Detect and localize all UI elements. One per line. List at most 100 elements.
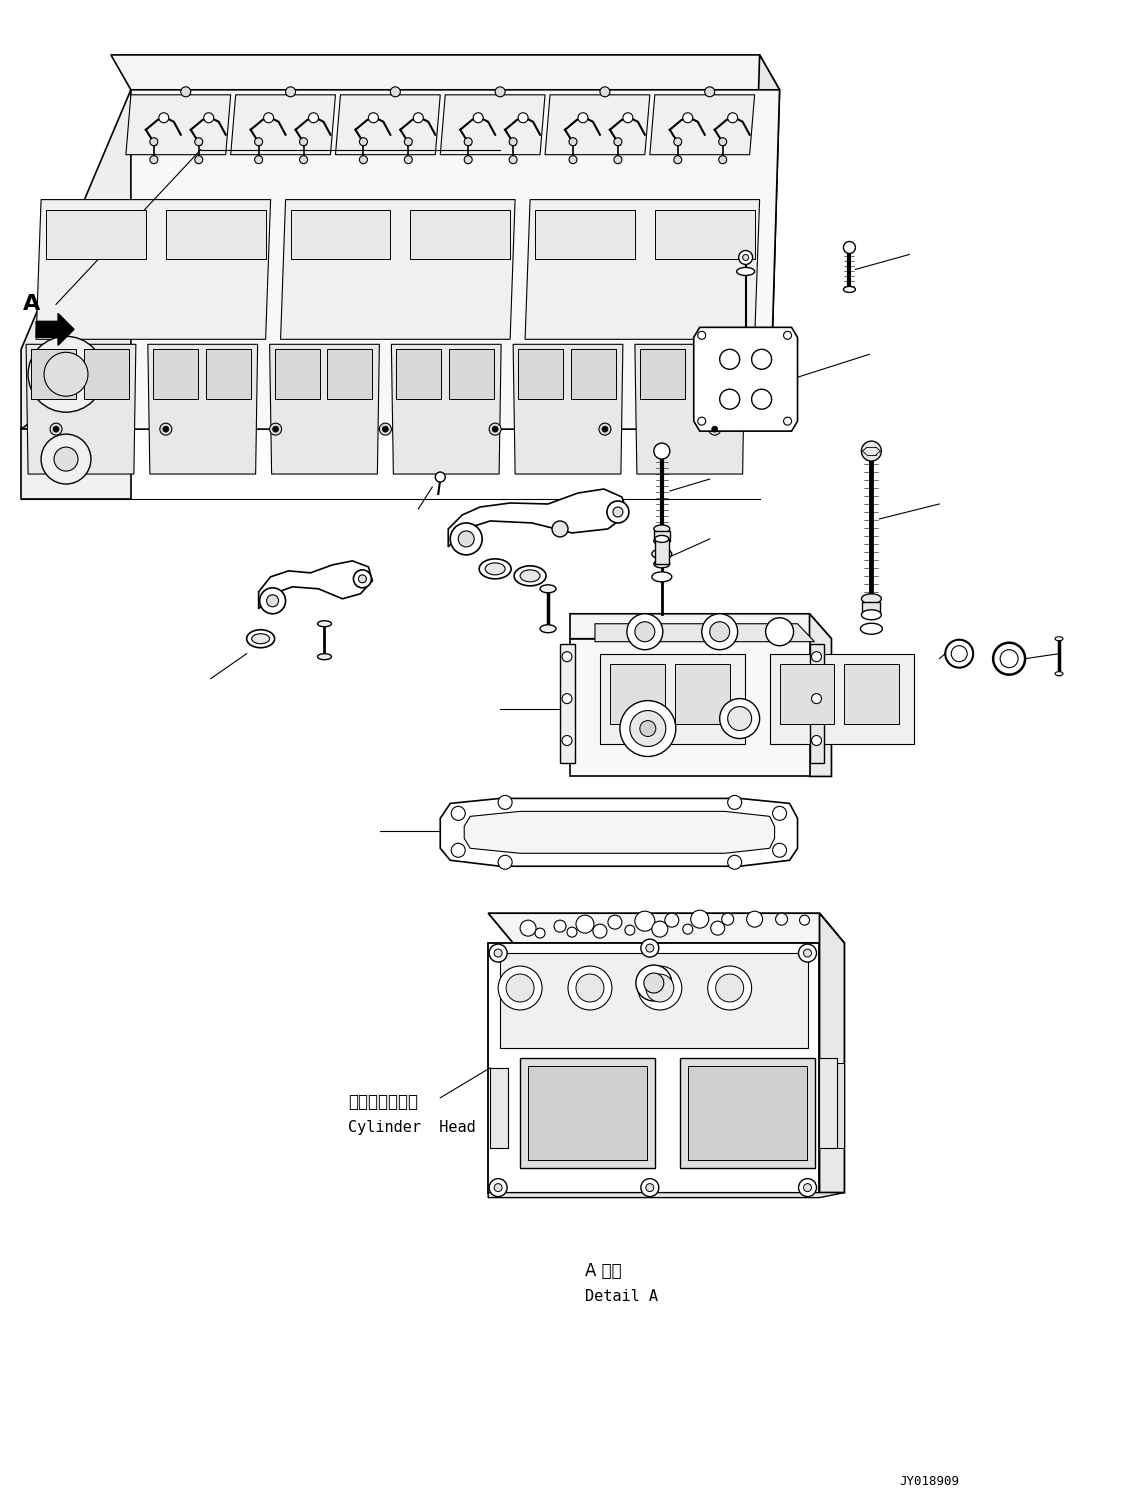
- Circle shape: [300, 155, 308, 164]
- Circle shape: [715, 974, 744, 1002]
- Ellipse shape: [252, 634, 270, 644]
- Circle shape: [270, 423, 281, 435]
- Bar: [535, 210, 634, 259]
- Circle shape: [451, 844, 465, 857]
- Bar: [655, 538, 669, 564]
- Circle shape: [260, 587, 286, 614]
- Text: A 詳細: A 詳細: [585, 1263, 622, 1281]
- Circle shape: [150, 155, 158, 164]
- Circle shape: [702, 614, 738, 650]
- Polygon shape: [31, 349, 76, 400]
- Circle shape: [492, 426, 498, 432]
- Circle shape: [951, 646, 967, 662]
- Circle shape: [625, 924, 634, 935]
- Circle shape: [577, 113, 588, 122]
- Circle shape: [720, 389, 739, 409]
- Circle shape: [159, 423, 172, 435]
- Circle shape: [711, 921, 724, 935]
- Circle shape: [720, 699, 760, 738]
- Circle shape: [608, 915, 622, 929]
- Bar: [779, 663, 835, 723]
- Circle shape: [626, 614, 663, 650]
- Circle shape: [674, 155, 682, 164]
- Circle shape: [798, 944, 817, 962]
- Circle shape: [465, 137, 473, 146]
- Circle shape: [309, 113, 319, 122]
- Circle shape: [204, 113, 214, 122]
- Circle shape: [353, 570, 371, 587]
- Polygon shape: [441, 95, 546, 155]
- Circle shape: [41, 434, 91, 485]
- Circle shape: [576, 974, 604, 1002]
- Circle shape: [600, 86, 609, 97]
- Circle shape: [728, 707, 752, 731]
- Polygon shape: [525, 200, 760, 340]
- Circle shape: [360, 155, 368, 164]
- Polygon shape: [749, 55, 779, 429]
- Circle shape: [509, 137, 517, 146]
- Polygon shape: [22, 429, 131, 499]
- Circle shape: [623, 113, 633, 122]
- Bar: [770, 653, 915, 744]
- Circle shape: [255, 137, 263, 146]
- Polygon shape: [36, 200, 271, 340]
- Bar: [862, 602, 880, 614]
- Circle shape: [150, 137, 158, 146]
- Circle shape: [710, 622, 730, 641]
- Polygon shape: [546, 95, 650, 155]
- Polygon shape: [22, 89, 779, 429]
- Bar: [166, 210, 265, 259]
- Circle shape: [451, 807, 465, 820]
- Circle shape: [613, 507, 623, 517]
- Bar: [600, 653, 745, 744]
- Polygon shape: [328, 349, 372, 400]
- Ellipse shape: [737, 267, 755, 276]
- Circle shape: [638, 966, 682, 1009]
- Circle shape: [728, 856, 741, 869]
- Polygon shape: [694, 328, 797, 431]
- Circle shape: [698, 331, 706, 340]
- Circle shape: [772, 844, 787, 857]
- Ellipse shape: [654, 537, 670, 544]
- Circle shape: [646, 974, 674, 1002]
- Polygon shape: [489, 944, 819, 1193]
- Circle shape: [674, 137, 682, 146]
- Circle shape: [784, 331, 792, 340]
- Bar: [688, 1066, 806, 1160]
- Circle shape: [945, 640, 973, 668]
- Ellipse shape: [514, 567, 546, 586]
- Polygon shape: [449, 349, 494, 400]
- Polygon shape: [634, 344, 745, 474]
- Polygon shape: [84, 349, 129, 400]
- Polygon shape: [22, 89, 131, 429]
- Circle shape: [630, 711, 666, 747]
- Circle shape: [803, 1184, 811, 1191]
- Circle shape: [163, 426, 169, 432]
- Bar: [674, 663, 730, 723]
- Circle shape: [28, 337, 104, 412]
- Circle shape: [489, 423, 501, 435]
- Circle shape: [489, 1178, 507, 1197]
- Circle shape: [465, 155, 473, 164]
- Circle shape: [498, 966, 542, 1009]
- Circle shape: [720, 349, 739, 370]
- Circle shape: [641, 1178, 658, 1197]
- Ellipse shape: [480, 559, 511, 579]
- Circle shape: [800, 915, 810, 924]
- Circle shape: [707, 966, 752, 1009]
- Bar: [528, 1066, 647, 1160]
- Polygon shape: [206, 349, 251, 400]
- Circle shape: [739, 250, 753, 264]
- Circle shape: [636, 965, 672, 1000]
- Circle shape: [494, 950, 502, 957]
- Circle shape: [599, 423, 611, 435]
- Circle shape: [552, 520, 568, 537]
- Circle shape: [861, 441, 882, 461]
- Circle shape: [181, 86, 190, 97]
- Ellipse shape: [655, 535, 669, 543]
- Circle shape: [752, 389, 771, 409]
- Circle shape: [811, 735, 821, 746]
- Circle shape: [747, 911, 763, 927]
- Circle shape: [368, 113, 378, 122]
- Circle shape: [811, 693, 821, 704]
